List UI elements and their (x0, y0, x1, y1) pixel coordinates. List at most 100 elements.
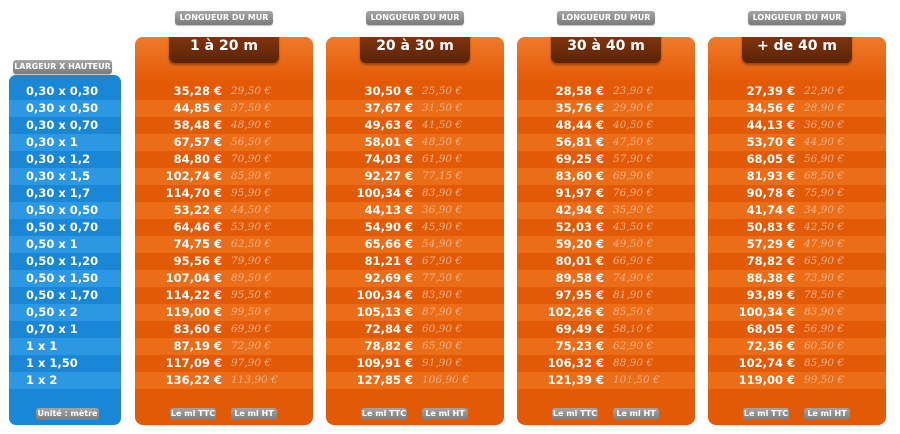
price-ttc: 35,76 € (555, 101, 604, 115)
price-ht: 74,90 € (613, 272, 654, 284)
price-row: 27,39 € 22,90 € (708, 83, 886, 100)
price-ht: 40,50 € (613, 119, 654, 131)
price-row: 64,46 € 53,90 € (135, 219, 313, 236)
wall-length-tag: LONGUEUR DU MUR (175, 11, 273, 25)
price-row: 69,25 € 57,90 € (517, 151, 695, 168)
price-ttc: 91,97 € (555, 186, 604, 200)
price-ht: 101,50 € (613, 374, 660, 386)
price-ht: 42,50 € (804, 221, 845, 233)
wall-length-tag: LONGUEUR DU MUR (366, 11, 464, 25)
price-row: 93,89 € 78,50 € (708, 287, 886, 304)
price-ttc: 67,57 € (173, 135, 222, 149)
price-ht: 78,50 € (804, 289, 845, 301)
price-ttc: 83,60 € (173, 322, 222, 336)
price-ht: 47,50 € (613, 136, 654, 148)
price-ht: 37,50 € (231, 102, 272, 114)
ht-label: Le ml HT (422, 408, 468, 420)
price-ht: 85,50 € (613, 306, 654, 318)
price-ht: 36,90 € (804, 119, 845, 131)
price-row: 59,20 € 49,50 € (517, 236, 695, 253)
price-row: 100,34 € 83,90 € (326, 185, 504, 202)
price-row: 52,03 € 43,50 € (517, 219, 695, 236)
price-row: 90,78 € 75,90 € (708, 185, 886, 202)
price-row: 100,34 € 83,90 € (708, 304, 886, 321)
price-column: 1 à 20 m 35,28 € 29,50 € 44,85 € 37,50 € 58,4… (135, 37, 313, 425)
price-row: 28,58 € 23,90 € (517, 83, 695, 100)
price-row: 41,74 € 34,90 € (708, 202, 886, 219)
price-row: 68,05 € 56,90 € (708, 321, 886, 338)
ttc-label: Le ml TTC (361, 408, 407, 420)
price-ttc: 121,39 € (547, 373, 604, 387)
price-ttc: 95,56 € (173, 254, 222, 268)
price-ttc: 68,05 € (746, 152, 795, 166)
price-ht: 69,90 € (231, 323, 272, 335)
dimension-row: 0,30 x 0,30 (26, 84, 99, 98)
price-ttc: 28,58 € (555, 84, 604, 98)
price-ttc: 69,49 € (555, 322, 604, 336)
price-ttc: 87,19 € (173, 339, 222, 353)
price-ttc: 117,09 € (165, 356, 222, 370)
price-ht: 34,90 € (804, 204, 845, 216)
price-ttc: 56,81 € (555, 135, 604, 149)
ht-label: Le ml HT (613, 408, 659, 420)
price-ht: 47,90 € (804, 238, 845, 250)
dimension-row: 0,30 x 1 (9, 134, 121, 151)
price-ttc: 65,66 € (364, 237, 413, 251)
price-ht: 56,90 € (804, 323, 845, 335)
price-ht: 36,90 € (422, 204, 463, 216)
ttc-label: Le ml TTC (743, 408, 789, 420)
price-ht: 62,90 € (613, 340, 654, 352)
price-ttc: 42,94 € (555, 203, 604, 217)
price-ttc: 34,56 € (746, 101, 795, 115)
price-ttc: 44,13 € (364, 203, 413, 217)
price-ht: 83,90 € (422, 289, 463, 301)
dimension-row: 1 x 1,50 (26, 356, 78, 370)
price-ht: 28,90 € (804, 102, 845, 114)
price-row: 84,80 € 70,90 € (135, 151, 313, 168)
dimensions-tag: LARGEUR X HAUTEUR (13, 60, 112, 74)
dimension-row: 0,50 x 2 (9, 304, 121, 321)
price-ht: 83,90 € (804, 306, 845, 318)
price-row: 53,22 € 44,50 € (135, 202, 313, 219)
wall-length-tag: LONGUEUR DU MUR (748, 11, 846, 25)
price-row: 35,28 € 29,50 € (135, 83, 313, 100)
price-ttc: 88,38 € (746, 271, 795, 285)
price-row: 102,26 € 85,50 € (517, 304, 695, 321)
price-ttc: 52,03 € (555, 220, 604, 234)
column-title: + de 40 m (742, 37, 852, 63)
price-ttc: 57,29 € (746, 237, 795, 251)
price-ht: 99,50 € (231, 306, 272, 318)
price-row: 30,50 € 25,50 € (326, 83, 504, 100)
price-row: 117,09 € 97,90 € (135, 355, 313, 372)
price-row: 136,22 € 113,90 € (135, 372, 313, 389)
price-ht: 75,90 € (804, 187, 845, 199)
price-column: 20 à 30 m 30,50 € 25,50 € 37,67 € 31,50 € 49,… (326, 37, 504, 425)
price-row: 92,69 € 77,50 € (326, 270, 504, 287)
price-ttc: 69,25 € (555, 152, 604, 166)
column-title: 20 à 30 m (360, 37, 470, 63)
ht-label: Le ml HT (231, 408, 277, 420)
ttc-label: Le ml TTC (170, 408, 216, 420)
price-ht: 73,90 € (804, 272, 845, 284)
dimension-row: 0,50 x 0,50 (9, 202, 121, 219)
price-ht: 45,90 € (422, 221, 463, 233)
ttc-label: Le ml TTC (552, 408, 598, 420)
price-ht: 44,50 € (231, 204, 272, 216)
dimension-row: 0,30 x 0,70 (26, 118, 99, 132)
price-row: 105,13 € 87,90 € (326, 304, 504, 321)
price-ttc: 93,89 € (746, 288, 795, 302)
price-ttc: 105,13 € (356, 305, 413, 319)
price-row: 119,00 € 99,50 € (135, 304, 313, 321)
price-row: 44,13 € 36,90 € (708, 117, 886, 134)
price-row: 127,85 € 106,90 € (326, 372, 504, 389)
price-row: 34,56 € 28,90 € (708, 100, 886, 117)
dimensions-panel: Unité : mètre 0,30 x 0,30 0,30 x 0,50 0,30… (9, 75, 121, 425)
price-row: 80,01 € 66,90 € (517, 253, 695, 270)
price-ttc: 109,91 € (356, 356, 413, 370)
price-ht: 61,90 € (422, 153, 463, 165)
dimension-row: 0,70 x 1 (26, 322, 78, 336)
price-row: 83,60 € 69,90 € (517, 168, 695, 185)
price-row: 119,00 € 99,50 € (708, 372, 886, 389)
price-ht: 67,90 € (422, 255, 463, 267)
price-ttc: 58,01 € (364, 135, 413, 149)
